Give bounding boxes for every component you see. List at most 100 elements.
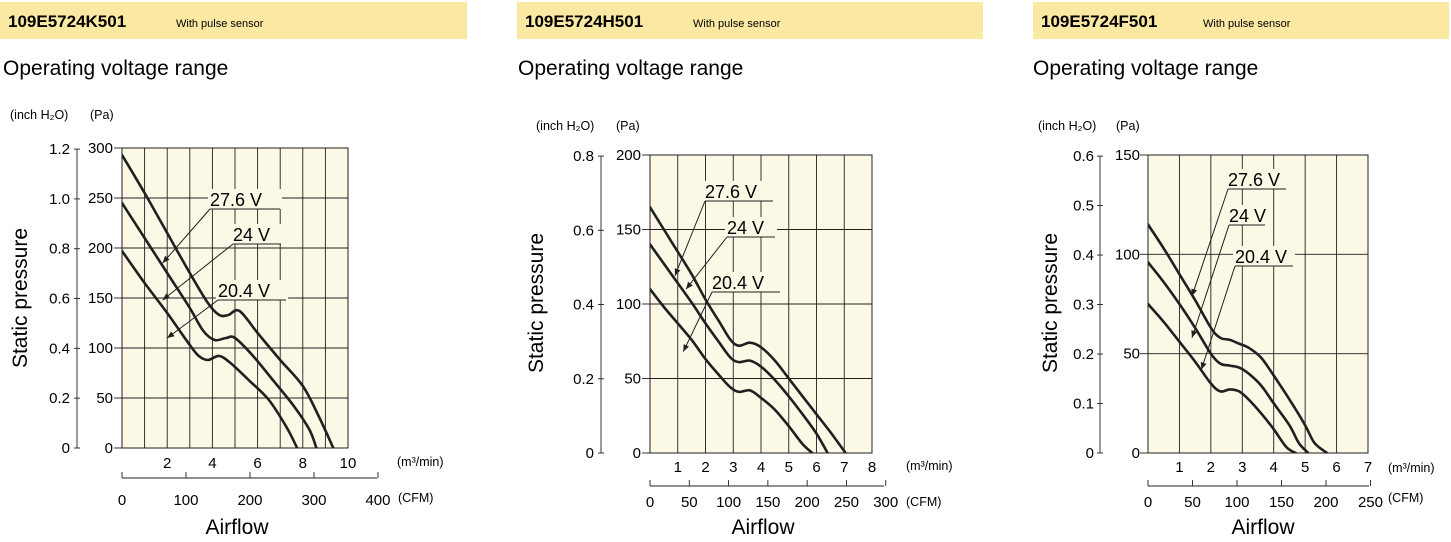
x-tick-label-cfm: 0 <box>1144 494 1152 511</box>
curve-24-v <box>122 201 318 448</box>
grid <box>650 155 872 453</box>
x-tick-label-cfm: 100 <box>173 492 198 509</box>
y-tick-label-inch: 0.6 <box>573 222 594 239</box>
y-tick-label-pa: 0 <box>1132 445 1140 462</box>
y-tick-label-pa: 100 <box>616 296 641 313</box>
y-tick-label-inch: 0 <box>1086 445 1094 462</box>
y-tick-label-inch: 0.4 <box>1073 247 1094 264</box>
x-tick-label-cfm: 250 <box>834 494 859 511</box>
y-tick-label-pa: 250 <box>88 190 113 207</box>
voltage-labels: 27.6 V 24 V 20.4 V <box>1191 169 1295 370</box>
voltage-label: 20.4 V <box>1235 247 1287 267</box>
voltage-leader-line <box>674 200 706 276</box>
section-heading: Operating voltage range <box>3 57 228 80</box>
x-tick-label-m3: 4 <box>208 455 216 472</box>
voltage-label-bg <box>703 181 775 201</box>
y-tick-label-pa: 0 <box>633 445 641 462</box>
curves <box>1148 223 1329 453</box>
x-tick-label-cfm: 300 <box>301 492 326 509</box>
voltage-leader-arrow <box>167 331 175 338</box>
voltage-leader-line <box>162 243 234 301</box>
y-tick-label-pa: 150 <box>1115 147 1140 164</box>
y-tick-label-inch: 1.2 <box>49 141 70 158</box>
y-tick-label-pa: 50 <box>96 390 113 407</box>
y-axis-title: Static pressure <box>525 233 548 373</box>
x-tick-label-cfm: 200 <box>1313 494 1338 511</box>
y-tick-label-inch: 1.0 <box>49 191 70 208</box>
x-unit-m3: (m³/min) <box>1388 461 1435 475</box>
y-tick-label-inch: 0.5 <box>1073 198 1094 215</box>
model-subtitle: With pulse sensor <box>693 18 781 30</box>
curve-20-4-v <box>1148 302 1297 453</box>
x-tick-label-m3: 4 <box>1270 459 1278 476</box>
x-tick-label-m3: 6 <box>812 459 820 476</box>
x-tick-label-cfm: 200 <box>795 494 820 511</box>
x-tick-label-m3: 3 <box>1238 459 1246 476</box>
x-axis: 1 2 3 4 5 6 7 8 0 50 100 150 200 250 300 <box>646 459 898 511</box>
y-tick-label-inch: 0.6 <box>1073 148 1094 165</box>
x-tick-label-cfm: 300 <box>873 494 898 511</box>
y-tick-label-inch: 0.2 <box>1073 346 1094 363</box>
y-tick-label-pa: 0 <box>105 440 113 457</box>
y-tick-label-pa: 200 <box>616 147 641 164</box>
voltage-label-bg <box>710 272 782 292</box>
x-axis-title: Airflow <box>1231 516 1295 539</box>
x-tick-label-m3: 3 <box>729 459 737 476</box>
x-tick-label-m3: 8 <box>299 455 307 472</box>
y-tick-label-inch: 0.4 <box>573 297 594 314</box>
voltage-label: 27.6 V <box>210 190 262 210</box>
chart-109E5724F501: 109E5724F501 With pulse sensor Operating… <box>1033 2 1449 539</box>
x-unit-cfm: (CFM) <box>1388 491 1423 505</box>
y-axis: 0 50 100 150 200 0 0.2 0.4 0.6 0.8 <box>573 147 650 462</box>
y-tick-label-inch: 0 <box>62 440 70 457</box>
x-tick-label-cfm: 150 <box>755 494 780 511</box>
model-title: 109E5724F501 <box>1041 12 1157 31</box>
y-axis-title: Static pressure <box>1039 233 1062 373</box>
x-tick-label-m3: 5 <box>1301 459 1309 476</box>
x-tick-label-m3: 2 <box>1207 459 1215 476</box>
plot-area <box>1147 154 1369 454</box>
x-tick-label-m3: 1 <box>674 459 682 476</box>
voltage-leader-arrow <box>683 344 690 352</box>
voltage-labels: 27.6 V 24 V 20.4 V <box>674 181 782 352</box>
y-unit-inch: (inch H₂O) <box>1038 119 1096 133</box>
curves <box>650 205 847 453</box>
curves <box>122 153 335 448</box>
y-unit-pa: (Pa) <box>1116 119 1140 133</box>
voltage-label-bg <box>1233 246 1295 266</box>
y-unit-pa: (Pa) <box>90 108 114 122</box>
voltage-leader-line <box>1191 224 1230 338</box>
curve-27-6-v <box>122 153 335 448</box>
y-tick-label-pa: 150 <box>616 222 641 239</box>
voltage-label-bg <box>208 189 282 209</box>
x-tick-label-cfm: 0 <box>646 494 654 511</box>
voltage-leader-line <box>685 236 728 290</box>
x-axis-title: Airflow <box>731 516 795 539</box>
voltage-labels: 27.6 V 24 V 20.4 V <box>162 189 288 339</box>
model-header-band <box>0 2 467 39</box>
x-tick-label-m3: 2 <box>163 455 171 472</box>
y-tick-label-pa: 100 <box>88 340 113 357</box>
y-tick-label-pa: 300 <box>88 140 113 157</box>
voltage-leader-arrow <box>674 268 681 276</box>
x-tick-label-m3: 7 <box>840 459 848 476</box>
x-tick-label-cfm: 0 <box>118 492 126 509</box>
x-axis: 1 2 3 4 5 6 7 0 50 100 150 200 250 <box>1144 459 1383 511</box>
chart-109E5724K501: 109E5724K501 With pulse sensor Operating… <box>0 2 467 539</box>
y-tick-label-inch: 0.2 <box>573 371 594 388</box>
x-tick-label-m3: 4 <box>757 459 765 476</box>
voltage-leader-line <box>162 208 211 264</box>
voltage-leader-arrow <box>1191 330 1198 338</box>
model-subtitle: With pulse sensor <box>1203 18 1291 30</box>
y-tick-label-inch: 0.8 <box>573 148 594 165</box>
voltage-leader-line <box>682 291 713 352</box>
y-tick-label-inch: 0.4 <box>49 340 70 357</box>
voltage-leader-arrow <box>686 281 693 290</box>
x-tick-label-m3: 6 <box>1332 459 1340 476</box>
voltage-leader-arrow <box>1191 288 1198 297</box>
voltage-leader-arrow <box>1200 361 1207 370</box>
voltage-label: 24 V <box>233 225 270 245</box>
y-axis: 0 50 100 150 0 0.1 0.2 0.3 0.4 0.5 0.6 <box>1073 147 1148 462</box>
model-header-band <box>517 2 983 39</box>
x-tick-label-cfm: 100 <box>716 494 741 511</box>
